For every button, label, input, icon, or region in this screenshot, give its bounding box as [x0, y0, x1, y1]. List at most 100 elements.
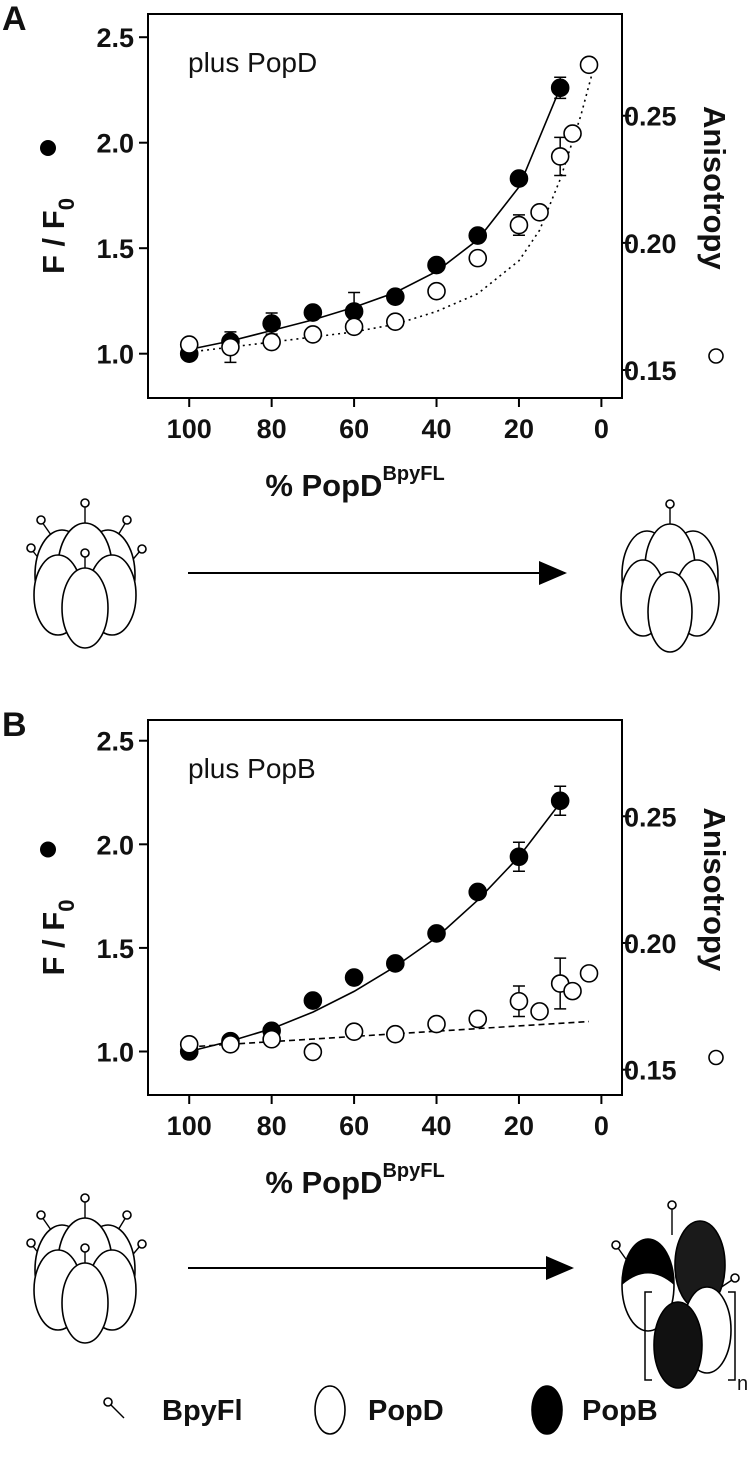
y-tick-label: 2.0 — [96, 830, 134, 860]
assembly — [611, 1200, 740, 1389]
subscript: n — [737, 1373, 748, 1395]
point-filled — [427, 255, 446, 275]
point-open — [344, 317, 364, 337]
point-open — [427, 1014, 446, 1034]
y2-axis-symbol — [708, 348, 724, 364]
x-tick-label: 100 — [167, 1111, 212, 1141]
legend-label: BpyFl — [162, 1395, 243, 1427]
x-tick-label: 100 — [167, 414, 212, 444]
point-open — [468, 248, 488, 268]
point-open — [427, 281, 446, 301]
y-axis-label: F / F0 — [36, 900, 79, 976]
x-tick-label: 20 — [504, 414, 534, 444]
x-axis-label-main: % PopD — [265, 1165, 382, 1200]
point-open — [221, 1035, 240, 1054]
point-open — [386, 1024, 405, 1044]
point-open — [579, 964, 599, 983]
y2-tick-label: 0.15 — [624, 356, 677, 386]
x-axis-label-sup: BpyFL — [382, 463, 444, 485]
x-tick-label: 20 — [504, 1111, 534, 1141]
x-tick-label: 40 — [421, 414, 451, 444]
cluster-labeled — [26, 1193, 147, 1344]
chart-title: plus PopB — [188, 753, 316, 784]
x-tick-label: 80 — [257, 1111, 287, 1141]
point-open — [509, 991, 529, 1011]
x-tick-label: 40 — [421, 1111, 451, 1141]
point-filled — [550, 791, 570, 811]
point-filled — [303, 991, 323, 1010]
point-open — [530, 203, 549, 222]
point-open — [262, 332, 281, 352]
point-open — [509, 215, 529, 235]
point-filled — [386, 287, 405, 307]
x-tick-label: 60 — [339, 414, 369, 444]
y-tick-label: 2.5 — [96, 23, 134, 53]
point-filled — [303, 303, 323, 322]
x-tick-label: 80 — [257, 414, 287, 444]
y-axis-label: F / F0 — [36, 198, 79, 274]
y-tick-label: 1.0 — [96, 340, 134, 370]
legend-label: PopB — [582, 1395, 658, 1427]
chart-title: plus PopD — [188, 47, 317, 78]
legend-icons — [103, 1385, 563, 1435]
legend-label: PopD — [368, 1395, 444, 1427]
y-tick-label: 1.0 — [96, 1037, 134, 1067]
point-filled — [344, 968, 364, 987]
y2-tick-label: 0.25 — [624, 802, 677, 832]
point-open — [262, 1029, 281, 1049]
point-open — [530, 1002, 549, 1021]
point-open — [563, 981, 582, 1001]
point-filled — [468, 882, 488, 902]
point-open — [303, 1042, 323, 1062]
panel-label: B — [2, 706, 27, 744]
y-tick-label: 2.0 — [96, 129, 134, 159]
y-axis-label-sub: 0 — [54, 198, 79, 210]
point-open — [303, 325, 323, 344]
point-filled — [509, 169, 529, 188]
y2-axis-label: Anisotropy — [697, 808, 732, 972]
y-tick-label: 2.5 — [96, 727, 134, 757]
point-open — [579, 55, 599, 75]
fit-line — [189, 802, 561, 1053]
x-tick-label: 0 — [594, 1111, 609, 1141]
cluster-unlabeled — [620, 499, 720, 653]
point-filled — [550, 78, 570, 98]
y2-tick-label: 0.20 — [624, 929, 677, 959]
y2-tick-label: 0.15 — [624, 1056, 677, 1086]
x-axis-label-sup: BpyFL — [382, 1160, 444, 1182]
point-filled — [509, 847, 529, 867]
y2-tick-label: 0.25 — [624, 102, 677, 132]
x-axis-label: % PopDBpyFL — [265, 1160, 444, 1200]
point-open — [179, 1035, 199, 1054]
point-open — [563, 124, 582, 143]
x-axis-label: % PopDBpyFL — [265, 463, 444, 503]
point-filled — [262, 314, 281, 333]
point-open — [344, 1022, 364, 1041]
y-axis-symbol — [40, 841, 56, 858]
y-tick-label: 1.5 — [96, 934, 134, 964]
point-open — [221, 337, 240, 357]
point-open — [179, 335, 199, 354]
point-filled — [344, 302, 364, 321]
y2-axis-symbol — [708, 1049, 724, 1066]
x-tick-label: 0 — [594, 414, 609, 444]
y-axis-label-main: F / F — [36, 210, 71, 274]
panel-label: A — [2, 0, 27, 38]
y-axis-label-sub: 0 — [54, 900, 79, 912]
cluster-labeled — [26, 498, 147, 649]
point-open — [550, 147, 570, 166]
fit-line — [189, 87, 561, 351]
plot-frame — [147, 13, 623, 399]
point-open — [386, 312, 405, 332]
x-tick-label: 60 — [339, 1111, 369, 1141]
point-filled — [468, 226, 488, 245]
x-axis-label-main: % PopD — [265, 468, 382, 503]
point-filled — [427, 924, 446, 943]
y-axis-label-main: F / F — [36, 912, 71, 976]
y-tick-label: 1.5 — [96, 234, 134, 264]
point-filled — [386, 954, 405, 973]
y2-axis-label: Anisotropy — [697, 106, 732, 270]
plot-frame — [147, 719, 623, 1096]
